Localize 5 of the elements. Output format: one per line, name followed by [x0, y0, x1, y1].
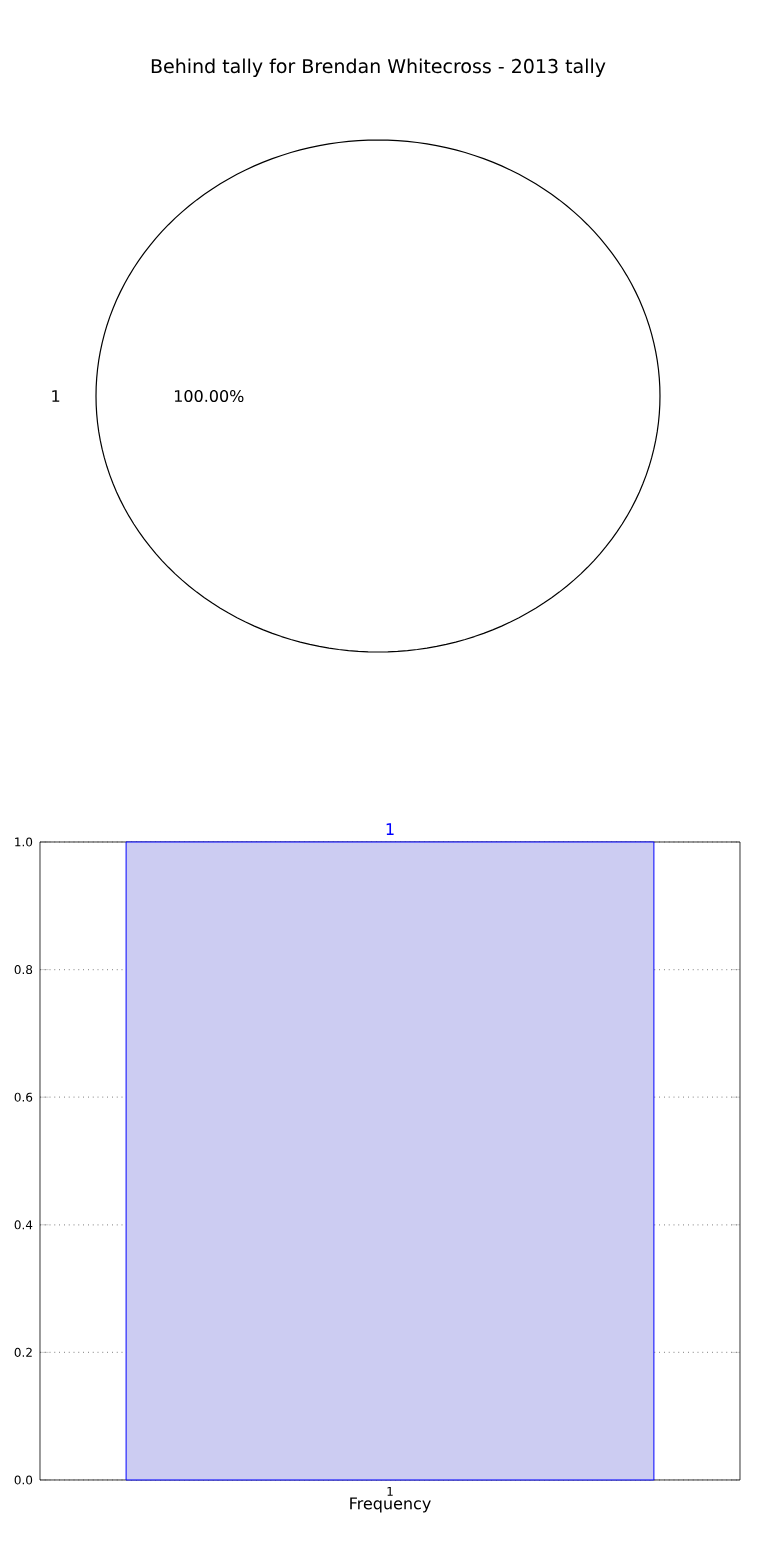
chart-title: Behind tally for Brendan Whitecross - 2013 tally: [151, 58, 606, 77]
data-label: 100.00%: [174, 389, 244, 403]
x-axis-title: Frequency: [350, 1497, 431, 1513]
slice-label: 1: [52, 390, 60, 402]
data-label: 1: [386, 823, 394, 835]
